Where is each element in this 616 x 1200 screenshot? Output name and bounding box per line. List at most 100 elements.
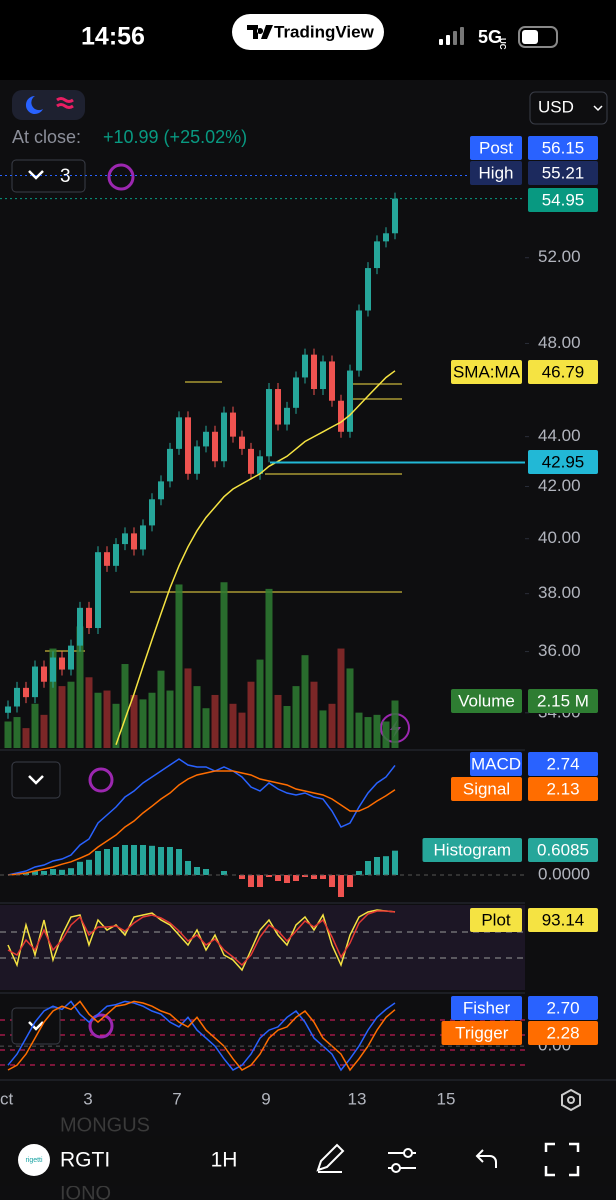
currency-select[interactable] <box>529 91 608 125</box>
value-tag <box>528 777 598 801</box>
histogram-bar <box>113 847 119 875</box>
candle <box>41 666 47 682</box>
value-tag-text: 56.15 <box>542 138 585 157</box>
volume-bar <box>4 721 12 748</box>
y-tick-label: 0.0000 <box>538 864 590 883</box>
volume-bar <box>166 690 174 748</box>
candle <box>275 389 281 425</box>
toolbar <box>0 1136 616 1186</box>
histogram-bar <box>329 875 335 887</box>
volume-bar <box>184 668 192 748</box>
series-line <box>7 770 396 876</box>
candle <box>185 417 191 474</box>
y-tick-label: 48.00 <box>538 333 581 352</box>
histogram-bar <box>266 875 272 877</box>
symbol[interactable]: RGTI <box>60 1149 110 1172</box>
volume-bar <box>130 694 138 748</box>
app-name: TradingView <box>274 22 375 41</box>
volume-bar <box>58 686 66 748</box>
interval[interactable]: 1H <box>211 1149 238 1172</box>
volume-bar <box>94 692 102 748</box>
candle <box>338 400 344 432</box>
wave-icon <box>56 97 74 109</box>
plot-band <box>0 905 525 990</box>
candle <box>257 456 263 474</box>
sync-icon[interactable] <box>107 163 135 191</box>
histogram-bar <box>185 861 191 875</box>
histogram-bar <box>77 861 83 875</box>
chevron <box>593 105 603 112</box>
value-tag <box>528 450 598 474</box>
value-tag-text: 2.13 <box>546 779 579 798</box>
volume-bar <box>328 703 336 748</box>
name-tag <box>441 1021 522 1045</box>
app-pill[interactable] <box>232 14 384 50</box>
value-tag <box>528 689 598 713</box>
x-tick-label: 15 <box>437 1089 456 1108</box>
value-tag-text: 2.15 M <box>537 691 589 710</box>
value-tag <box>528 1021 598 1045</box>
name-tag-text: Post <box>479 138 513 157</box>
histogram-bar <box>347 875 353 887</box>
histogram-bar <box>239 875 245 879</box>
value-tag-text: 2.28 <box>546 1023 579 1042</box>
sma-line <box>115 370 396 745</box>
name-tag-text: Trigger <box>455 1023 509 1042</box>
candle <box>212 431 218 462</box>
candle <box>320 361 326 390</box>
name-tag <box>470 136 522 160</box>
network-sup: UC <box>498 38 507 50</box>
histogram-bar <box>194 867 200 875</box>
sync-icon[interactable] <box>88 767 114 793</box>
volume-bar <box>76 626 84 748</box>
histogram-bar <box>365 861 371 875</box>
volume-bar <box>346 668 354 748</box>
volume-bar <box>139 699 147 748</box>
candle <box>14 687 20 707</box>
chevron <box>28 1021 44 1031</box>
undo-icon[interactable] <box>475 1149 497 1168</box>
volume-bar <box>112 703 120 748</box>
name-tag-text: MACD <box>471 754 521 773</box>
histogram-bar <box>338 875 344 897</box>
histogram-bar <box>176 849 182 875</box>
draw-icon[interactable] <box>316 1143 345 1173</box>
moon-icon <box>25 95 43 114</box>
histogram-bar <box>59 869 65 875</box>
candle <box>221 412 227 462</box>
logo: rigetti <box>25 1157 43 1164</box>
volume-bar <box>40 714 48 748</box>
volume-bar <box>256 659 264 748</box>
settings-icon[interactable] <box>561 1088 581 1112</box>
pane-dropdown[interactable] <box>11 761 61 799</box>
candle <box>302 354 308 378</box>
indicators-dropdown[interactable] <box>11 159 86 193</box>
histogram-bar <box>248 875 254 887</box>
volume-bar <box>319 710 327 748</box>
value-tag-text: 93.14 <box>542 910 585 929</box>
histogram-bar <box>41 871 47 875</box>
histogram-bar <box>257 875 263 887</box>
candle <box>383 233 389 242</box>
at-close-label: At close: <box>12 127 81 147</box>
pane-dropdown[interactable] <box>11 1007 61 1045</box>
sync-icon[interactable] <box>88 1013 114 1039</box>
volume-bar <box>22 728 30 748</box>
app-logo <box>247 25 273 39</box>
volume-bar <box>211 694 219 748</box>
candle <box>59 657 65 670</box>
histogram-bar <box>122 845 128 875</box>
histogram-bar <box>149 845 155 875</box>
name-tag <box>451 777 522 801</box>
value-tag-text: 42.95 <box>542 452 585 471</box>
volume-bar <box>274 694 282 748</box>
histogram-bar <box>167 847 173 875</box>
value-tag <box>528 908 598 932</box>
theme-toggle[interactable] <box>12 90 85 120</box>
volume-bar <box>175 584 183 748</box>
volume-bar <box>337 648 345 748</box>
fullscreen-icon[interactable] <box>544 1142 580 1177</box>
candle <box>50 657 56 682</box>
volume-bar <box>31 703 39 748</box>
